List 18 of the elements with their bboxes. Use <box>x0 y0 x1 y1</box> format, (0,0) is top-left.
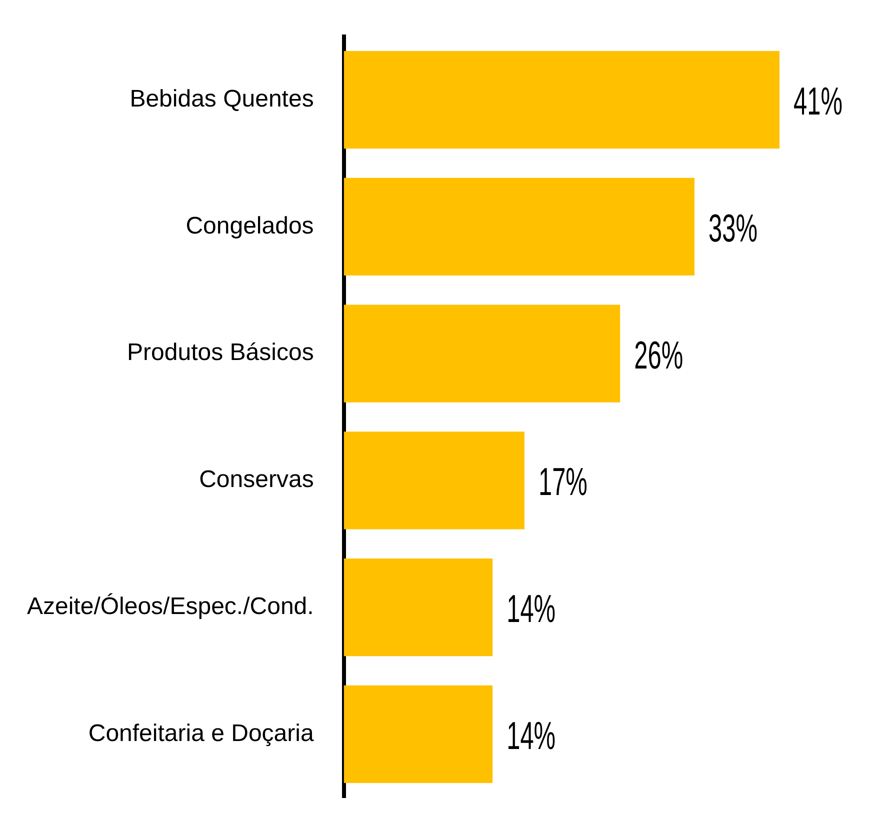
data-label: 14% <box>506 712 556 758</box>
y-tick-label: Bebidas Quentes <box>130 85 314 112</box>
bar <box>344 685 493 784</box>
bar <box>344 304 620 402</box>
data-label: 14% <box>506 586 556 630</box>
y-tick-label: Conservas <box>199 466 314 494</box>
y-tick-label: Congelados <box>186 212 314 240</box>
bar <box>344 432 524 530</box>
data-label: 41% <box>793 78 842 124</box>
y-tick-label: Azeite/Óleos/Espec./Cond. <box>26 592 314 620</box>
bar <box>344 558 493 656</box>
bar <box>344 50 780 149</box>
bar <box>344 178 694 276</box>
y-tick-label: Produtos Básicos <box>127 339 314 366</box>
data-label: 26% <box>634 332 684 377</box>
y-tick-label: Confeitaria e Doçaria <box>88 720 314 747</box>
data-label: 17% <box>538 459 588 504</box>
data-label: 33% <box>708 206 758 250</box>
